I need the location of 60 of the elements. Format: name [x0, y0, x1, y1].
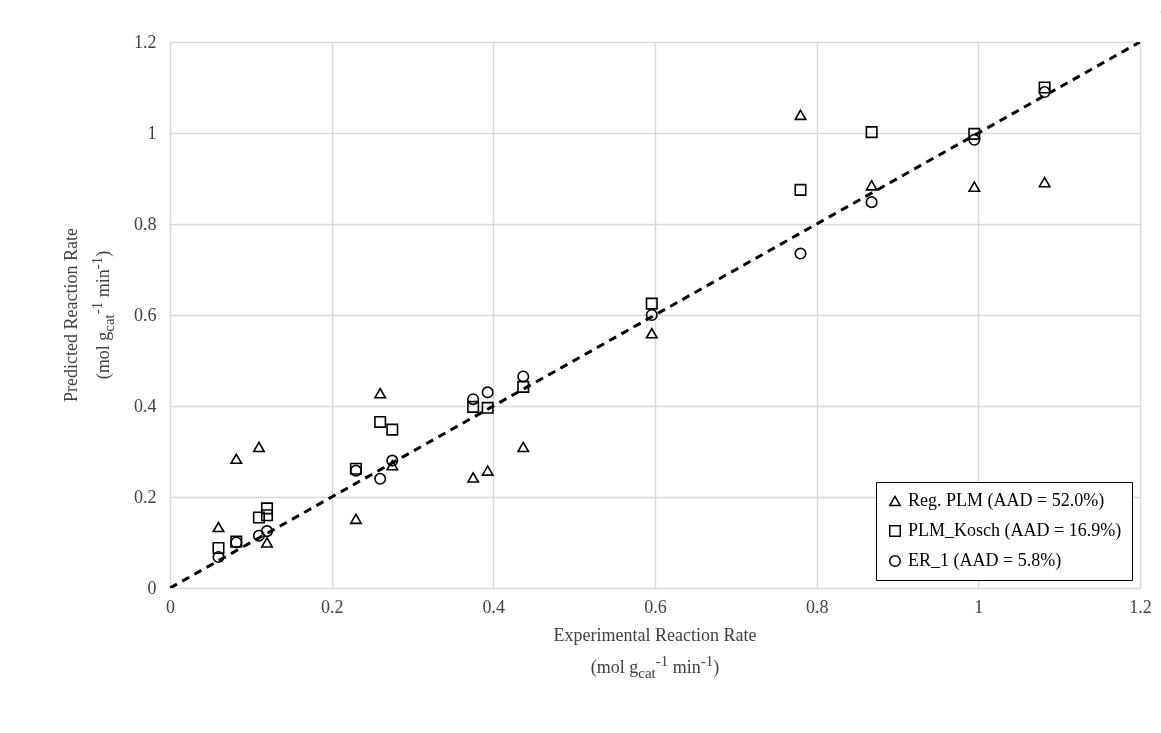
- y-tick-label: 1: [147, 122, 157, 143]
- point: [865, 196, 878, 209]
- legend-label: ER_1 (AAD = 5.8%): [908, 550, 1062, 571]
- point: [212, 551, 225, 564]
- point: [481, 465, 494, 476]
- point: [794, 247, 807, 260]
- legend-label: Reg. PLM (AAD = 52.0%): [908, 490, 1105, 511]
- point: [349, 513, 362, 525]
- point: [1038, 86, 1051, 99]
- x-tick-label: 1.2: [1129, 596, 1152, 617]
- y-tick-label: 0.2: [134, 486, 157, 507]
- point: [968, 133, 981, 146]
- point: [374, 472, 387, 485]
- y-tick-label: 0.6: [134, 304, 157, 325]
- point: [481, 386, 494, 399]
- point: [386, 454, 399, 467]
- point: [517, 380, 530, 393]
- point: [517, 441, 530, 453]
- point: [865, 179, 878, 191]
- x-tick-label: 0: [166, 596, 175, 617]
- x-tick-label: 1: [974, 596, 984, 617]
- point: [252, 511, 265, 524]
- point: [794, 183, 807, 196]
- point: [230, 453, 243, 465]
- y-tick-label: 1.2: [134, 31, 157, 52]
- point: [212, 521, 225, 533]
- point: [865, 126, 878, 139]
- y-tick-label: 0.4: [134, 395, 157, 416]
- point: [968, 181, 981, 193]
- point: [260, 537, 274, 548]
- legend-label: PLM_Kosch (AAD = 16.9%): [908, 520, 1122, 541]
- y-tick-label: 0: [147, 577, 157, 598]
- point: [212, 541, 225, 554]
- point: [968, 127, 981, 140]
- point: [467, 400, 480, 413]
- point: [645, 308, 658, 322]
- point: [467, 472, 480, 483]
- point: [386, 423, 399, 436]
- point: [794, 109, 807, 121]
- x-axis-title: Experimental Reaction Rate (mol g$_{cat}$$^{-1}$ min$^{-1}$): [552, 624, 758, 683]
- point: [467, 393, 480, 406]
- point: [260, 525, 274, 538]
- point: [260, 502, 274, 515]
- point: [1038, 81, 1051, 94]
- point: [260, 509, 274, 522]
- point: [1038, 176, 1051, 188]
- point: [374, 415, 387, 428]
- y-tick-label: 0.8: [134, 213, 157, 234]
- x-tick-label: 0.4: [482, 596, 506, 617]
- point: [374, 387, 387, 399]
- x-tick-label: 0.8: [805, 596, 829, 617]
- point: [645, 327, 658, 339]
- x-tick-label: 0.2: [320, 596, 344, 617]
- point: [252, 529, 265, 542]
- point: [481, 401, 494, 414]
- point: [252, 441, 265, 453]
- x-tick-label: 0.6: [644, 596, 667, 617]
- point: [517, 370, 530, 383]
- point: [645, 297, 658, 310]
- point: [386, 459, 399, 471]
